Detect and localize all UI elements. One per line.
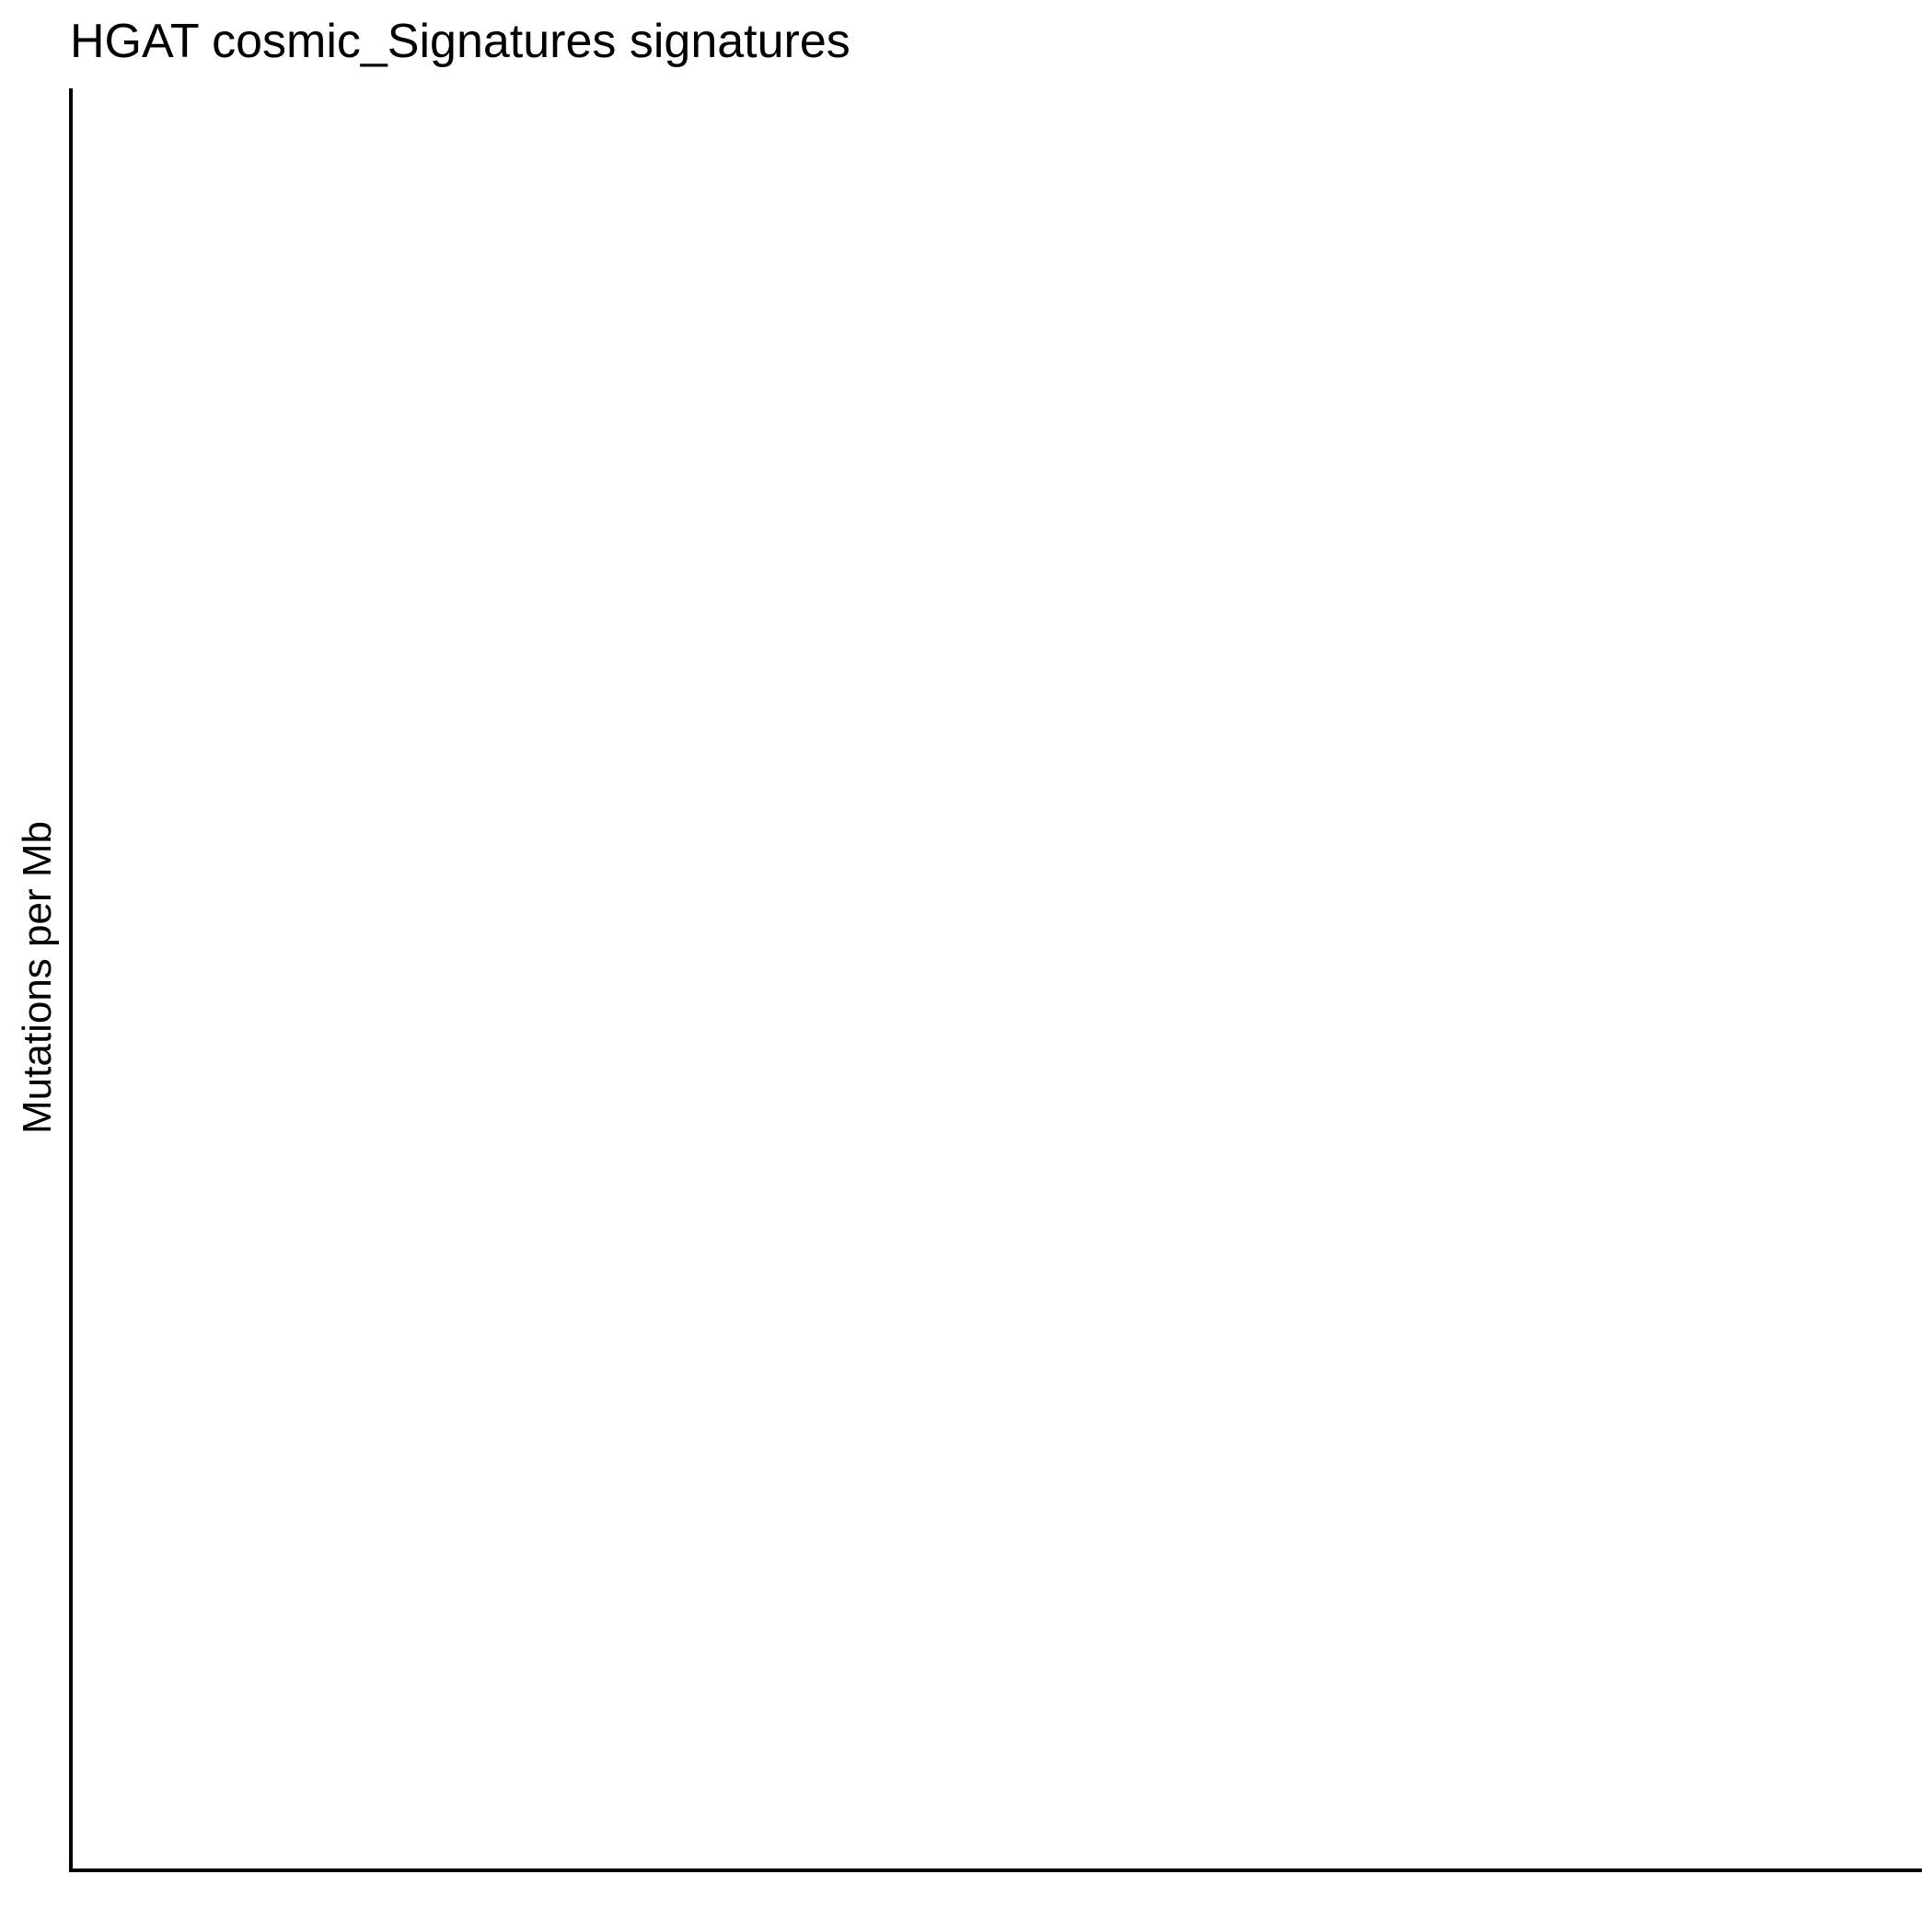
- y-axis-label: Mutations per Mb: [15, 821, 60, 1134]
- chart-title: HGAT cosmic_Signatures signatures: [70, 15, 850, 68]
